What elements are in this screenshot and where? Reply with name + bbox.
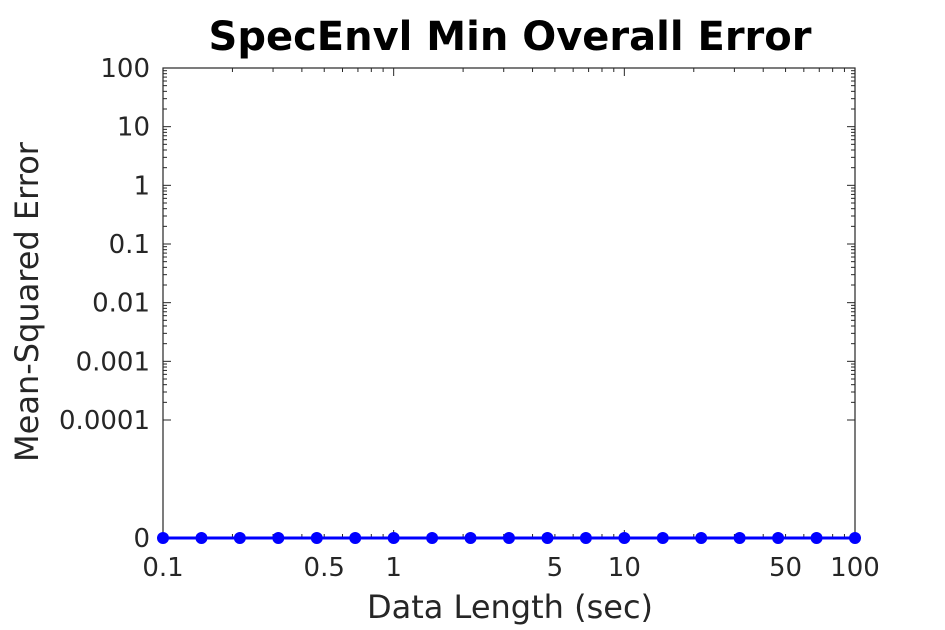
data-point (387, 532, 400, 544)
data-point (541, 532, 554, 544)
x-tick-label: 1 (385, 553, 402, 583)
data-point (157, 532, 169, 544)
tick-marks (162, 67, 856, 539)
chart-title: SpecEnvl Min Overall Error (209, 14, 812, 60)
plot-box (162, 67, 856, 539)
x-tick-labels: 0.1 0.5 1 5 10 50 100 (142, 553, 880, 583)
data-point (272, 532, 285, 544)
y-tick-label: 100 (100, 54, 150, 84)
x-tick-label: 5 (547, 553, 564, 583)
x-tick-label: 0.1 (142, 553, 183, 583)
y-tick-label: 10 (117, 113, 150, 143)
data-point (810, 532, 823, 544)
y-axis-label: Mean-Squared Error (8, 141, 46, 462)
y-tick-label: 0.001 (76, 347, 150, 377)
data-point (426, 532, 439, 544)
data-point (656, 532, 669, 544)
y-tick-label: 0.1 (109, 230, 150, 260)
data-point (195, 532, 208, 544)
data-point (502, 532, 515, 544)
x-tick-label: 100 (830, 553, 880, 583)
x-tick-label: 10 (608, 553, 641, 583)
y-tick-label: 0.0001 (59, 406, 150, 436)
data-point (310, 532, 323, 544)
y-tick-labels: 0 0.0001 0.001 0.01 0.1 1 10 100 (59, 54, 150, 554)
y-tick-label: 1 (133, 171, 150, 201)
data-point (464, 532, 477, 544)
data-point (772, 532, 785, 544)
y-tick-label: 0 (133, 524, 150, 554)
data-point (695, 532, 708, 544)
data-point (618, 532, 631, 544)
x-tick-label: 50 (769, 553, 802, 583)
data-point (849, 532, 861, 544)
x-tick-label: 0.5 (304, 553, 345, 583)
y-tick-label: 0.01 (92, 289, 150, 319)
data-point (233, 532, 246, 544)
data-point (349, 532, 362, 544)
series (157, 532, 861, 544)
axes (162, 67, 856, 539)
data-point (579, 532, 592, 544)
data-point (733, 532, 746, 544)
x-axis-label: Data Length (sec) (367, 588, 653, 626)
